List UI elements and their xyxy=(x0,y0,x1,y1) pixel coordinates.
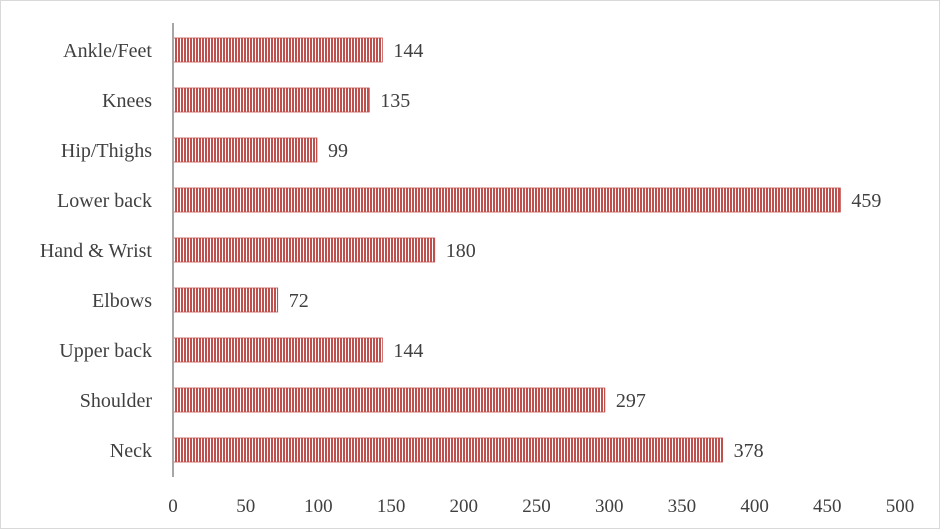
data-label: 297 xyxy=(616,390,646,412)
category-label: Ankle/Feet xyxy=(63,40,152,62)
x-tick-label: 250 xyxy=(522,496,551,517)
data-label: 99 xyxy=(328,140,348,162)
bar-hip-thighs xyxy=(172,137,318,163)
bar-neck xyxy=(172,437,724,463)
data-label: 180 xyxy=(446,240,476,262)
x-tick-label: 450 xyxy=(813,496,842,517)
x-tick-label: 100 xyxy=(304,496,333,517)
x-tick-label: 300 xyxy=(595,496,624,517)
data-label: 144 xyxy=(393,340,423,362)
category-label: Shoulder xyxy=(80,390,153,412)
data-label: 144 xyxy=(393,40,423,62)
bar-lower-back xyxy=(172,187,841,213)
bar-elbows xyxy=(172,287,279,313)
category-label: Hip/Thighs xyxy=(61,140,152,162)
x-axis-ticks: 0 50 100 150 200 250 300 350 400 450 500 xyxy=(168,496,914,517)
x-tick-label: 500 xyxy=(886,496,915,517)
data-label: 378 xyxy=(734,440,764,462)
data-label: 72 xyxy=(289,290,309,312)
x-tick-label: 0 xyxy=(168,496,178,517)
x-tick-label: 150 xyxy=(377,496,406,517)
data-label: 135 xyxy=(380,90,410,112)
x-tick-label: 350 xyxy=(668,496,697,517)
data-label: 459 xyxy=(851,190,881,212)
category-label: Lower back xyxy=(57,190,152,212)
category-label: Hand & Wrist xyxy=(40,240,153,262)
labels-layer: Ankle/Feet 144 Knees 135 Hip/Thighs 99 Lower b… xyxy=(40,40,882,462)
category-label: Upper back xyxy=(59,340,152,362)
bar-upper-back xyxy=(172,337,383,363)
x-tick-label: 200 xyxy=(450,496,479,517)
category-label: Elbows xyxy=(92,290,152,312)
bar-knees xyxy=(172,87,370,113)
bars-layer xyxy=(172,37,841,463)
bar-hand-wrist xyxy=(172,237,436,263)
x-tick-label: 50 xyxy=(236,496,255,517)
category-label: Knees xyxy=(102,90,152,112)
x-tick-label: 400 xyxy=(740,496,769,517)
bar-shoulder xyxy=(172,387,606,413)
category-label: Neck xyxy=(110,440,152,462)
bar-ankle-feet xyxy=(172,37,383,63)
